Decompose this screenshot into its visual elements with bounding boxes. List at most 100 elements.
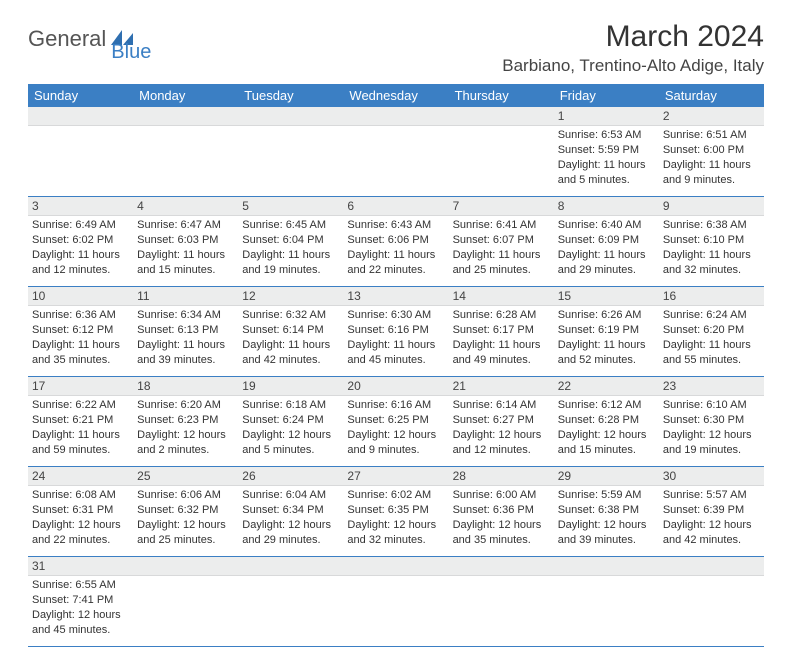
calendar-cell: Sunrise: 6:22 AMSunset: 6:21 PMDaylight:… (28, 396, 133, 466)
day-number: 10 (28, 287, 133, 305)
daylight-text: and 49 minutes. (453, 353, 550, 368)
calendar-cell: Sunrise: 5:59 AMSunset: 6:38 PMDaylight:… (554, 486, 659, 556)
day-number (133, 557, 238, 575)
daylight-text: and 5 minutes. (242, 443, 339, 458)
sunset-text: Sunset: 6:39 PM (663, 503, 760, 518)
daylight-text: and 55 minutes. (663, 353, 760, 368)
sunrise-text: Sunrise: 6:28 AM (453, 308, 550, 323)
daylight-text: and 19 minutes. (663, 443, 760, 458)
day-number: 4 (133, 197, 238, 215)
calendar-daynum-row: 17181920212223 (28, 377, 764, 396)
daylight-text: Daylight: 11 hours (453, 248, 550, 263)
calendar-cell: Sunrise: 6:04 AMSunset: 6:34 PMDaylight:… (238, 486, 343, 556)
daylight-text: Daylight: 11 hours (453, 338, 550, 353)
daylight-text: Daylight: 12 hours (347, 428, 444, 443)
calendar-cell: Sunrise: 6:41 AMSunset: 6:07 PMDaylight:… (449, 216, 554, 286)
daylight-text: Daylight: 11 hours (558, 248, 655, 263)
daylight-text: and 39 minutes. (558, 533, 655, 548)
daylight-text: Daylight: 12 hours (32, 608, 129, 623)
sunrise-text: Sunrise: 6:02 AM (347, 488, 444, 503)
sunset-text: Sunset: 5:59 PM (558, 143, 655, 158)
sunrise-text: Sunrise: 6:49 AM (32, 218, 129, 233)
calendar-body: 12Sunrise: 6:53 AMSunset: 5:59 PMDayligh… (28, 107, 764, 647)
calendar-cell: Sunrise: 6:24 AMSunset: 6:20 PMDaylight:… (659, 306, 764, 376)
calendar-cell: Sunrise: 6:51 AMSunset: 6:00 PMDaylight:… (659, 126, 764, 196)
calendar-cell: Sunrise: 6:20 AMSunset: 6:23 PMDaylight:… (133, 396, 238, 466)
calendar-week-row: Sunrise: 6:53 AMSunset: 5:59 PMDaylight:… (28, 126, 764, 197)
day-number: 22 (554, 377, 659, 395)
daylight-text: and 39 minutes. (137, 353, 234, 368)
calendar-header-cell: Tuesday (238, 84, 343, 107)
sunrise-text: Sunrise: 6:18 AM (242, 398, 339, 413)
sunset-text: Sunset: 6:34 PM (242, 503, 339, 518)
calendar-cell: Sunrise: 6:43 AMSunset: 6:06 PMDaylight:… (343, 216, 448, 286)
calendar-header-cell: Sunday (28, 84, 133, 107)
calendar-header-cell: Thursday (449, 84, 554, 107)
calendar-cell (449, 126, 554, 196)
daylight-text: Daylight: 11 hours (558, 338, 655, 353)
daylight-text: Daylight: 12 hours (32, 518, 129, 533)
sunrise-text: Sunrise: 6:10 AM (663, 398, 760, 413)
daylight-text: and 9 minutes. (347, 443, 444, 458)
day-number (133, 107, 238, 125)
daylight-text: Daylight: 12 hours (453, 518, 550, 533)
calendar-cell: Sunrise: 6:10 AMSunset: 6:30 PMDaylight:… (659, 396, 764, 466)
sunset-text: Sunset: 6:21 PM (32, 413, 129, 428)
calendar-cell: Sunrise: 6:53 AMSunset: 5:59 PMDaylight:… (554, 126, 659, 196)
daylight-text: and 12 minutes. (32, 263, 129, 278)
location-text: Barbiano, Trentino-Alto Adige, Italy (502, 56, 764, 76)
calendar-week-row: Sunrise: 6:08 AMSunset: 6:31 PMDaylight:… (28, 486, 764, 557)
calendar-cell: Sunrise: 6:02 AMSunset: 6:35 PMDaylight:… (343, 486, 448, 556)
sunset-text: Sunset: 6:24 PM (242, 413, 339, 428)
day-number: 8 (554, 197, 659, 215)
sunrise-text: Sunrise: 6:24 AM (663, 308, 760, 323)
sunrise-text: Sunrise: 6:12 AM (558, 398, 655, 413)
daylight-text: Daylight: 12 hours (558, 428, 655, 443)
daylight-text: Daylight: 12 hours (663, 428, 760, 443)
sunset-text: Sunset: 6:20 PM (663, 323, 760, 338)
daylight-text: and 45 minutes. (347, 353, 444, 368)
day-number (554, 557, 659, 575)
sunrise-text: Sunrise: 6:34 AM (137, 308, 234, 323)
daylight-text: Daylight: 12 hours (453, 428, 550, 443)
sunset-text: Sunset: 7:41 PM (32, 593, 129, 608)
sunset-text: Sunset: 6:14 PM (242, 323, 339, 338)
daylight-text: Daylight: 11 hours (137, 248, 234, 263)
sunset-text: Sunset: 6:07 PM (453, 233, 550, 248)
daylight-text: and 42 minutes. (242, 353, 339, 368)
daylight-text: and 9 minutes. (663, 173, 760, 188)
sunrise-text: Sunrise: 6:22 AM (32, 398, 129, 413)
daylight-text: and 29 minutes. (242, 533, 339, 548)
calendar-cell: Sunrise: 6:32 AMSunset: 6:14 PMDaylight:… (238, 306, 343, 376)
sunset-text: Sunset: 6:10 PM (663, 233, 760, 248)
sunset-text: Sunset: 6:13 PM (137, 323, 234, 338)
daylight-text: and 42 minutes. (663, 533, 760, 548)
calendar-cell: Sunrise: 6:30 AMSunset: 6:16 PMDaylight:… (343, 306, 448, 376)
calendar-header-row: SundayMondayTuesdayWednesdayThursdayFrid… (28, 84, 764, 107)
calendar-cell (343, 126, 448, 196)
calendar: SundayMondayTuesdayWednesdayThursdayFrid… (28, 84, 764, 647)
daylight-text: Daylight: 11 hours (32, 248, 129, 263)
calendar-cell: Sunrise: 6:47 AMSunset: 6:03 PMDaylight:… (133, 216, 238, 286)
sunrise-text: Sunrise: 6:00 AM (453, 488, 550, 503)
sunrise-text: Sunrise: 6:36 AM (32, 308, 129, 323)
daylight-text: and 25 minutes. (137, 533, 234, 548)
calendar-week-row: Sunrise: 6:36 AMSunset: 6:12 PMDaylight:… (28, 306, 764, 377)
sunset-text: Sunset: 6:28 PM (558, 413, 655, 428)
title-block: March 2024 Barbiano, Trentino-Alto Adige… (502, 20, 764, 76)
sunset-text: Sunset: 6:02 PM (32, 233, 129, 248)
calendar-cell (343, 576, 448, 646)
day-number: 20 (343, 377, 448, 395)
sunset-text: Sunset: 6:09 PM (558, 233, 655, 248)
daylight-text: and 59 minutes. (32, 443, 129, 458)
logo-text-blue: Blue (111, 41, 151, 64)
sunset-text: Sunset: 6:35 PM (347, 503, 444, 518)
sunset-text: Sunset: 6:19 PM (558, 323, 655, 338)
sunrise-text: Sunrise: 6:20 AM (137, 398, 234, 413)
day-number (238, 107, 343, 125)
month-title: March 2024 (502, 20, 764, 54)
sunrise-text: Sunrise: 6:26 AM (558, 308, 655, 323)
sunrise-text: Sunrise: 6:55 AM (32, 578, 129, 593)
daylight-text: Daylight: 11 hours (32, 338, 129, 353)
daylight-text: Daylight: 11 hours (663, 248, 760, 263)
